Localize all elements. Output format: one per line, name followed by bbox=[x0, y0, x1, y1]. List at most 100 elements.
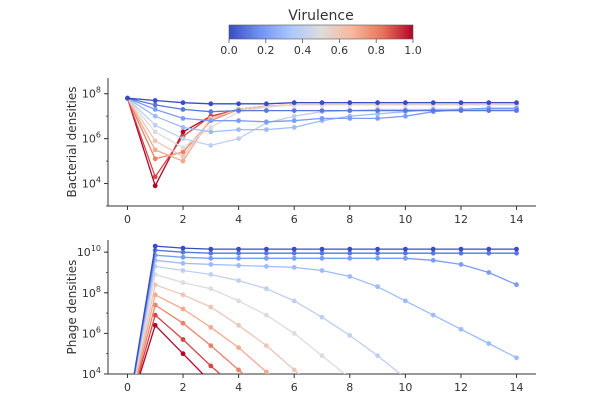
bacteria-data-point bbox=[180, 136, 186, 142]
phage-data-point bbox=[291, 298, 297, 304]
phage-data-point bbox=[347, 246, 353, 252]
bacteria-data-point bbox=[458, 108, 464, 113]
bacteria-data-point bbox=[152, 107, 158, 112]
phage-data-point bbox=[486, 270, 492, 275]
phage-data-point bbox=[180, 268, 186, 273]
phage-series-line bbox=[133, 243, 519, 374]
bacteria-data-point bbox=[152, 147, 158, 153]
phage-data-point bbox=[486, 250, 492, 256]
bacteria-data-point bbox=[264, 101, 269, 107]
bacteria-x-tick-label: 14 bbox=[510, 213, 524, 226]
phage-data-point bbox=[430, 257, 436, 263]
bacteria-data-point bbox=[152, 156, 158, 162]
phage-series-line bbox=[135, 282, 300, 374]
phage-data-point bbox=[236, 278, 242, 283]
phage-data-point bbox=[319, 314, 325, 320]
phage-data-point bbox=[264, 255, 269, 261]
phage-data-point bbox=[347, 255, 353, 261]
bacteria-data-point bbox=[180, 154, 186, 160]
phage-data-point bbox=[319, 250, 325, 256]
phage-x-tick-label: 10 bbox=[398, 381, 412, 394]
phage-data-point bbox=[264, 246, 269, 252]
phage-x-tick-label: 12 bbox=[454, 381, 468, 394]
phage-line-path bbox=[139, 324, 204, 374]
bacteria-data-point bbox=[347, 116, 353, 121]
bacteria-x-tick-label: 2 bbox=[180, 213, 187, 226]
phage-data-point bbox=[291, 246, 297, 252]
bacteria-series-line bbox=[125, 95, 519, 107]
colorbar-tick-label: 0.0 bbox=[220, 44, 238, 57]
phage-data-point bbox=[264, 250, 269, 256]
bacteria-data-point bbox=[152, 122, 158, 128]
phage-data-point bbox=[236, 263, 242, 268]
bacteria-data-point bbox=[180, 158, 186, 164]
bacteria-data-point bbox=[486, 100, 492, 106]
phage-data-point bbox=[208, 304, 214, 310]
bacteria-data-point bbox=[514, 108, 519, 113]
phage-data-point bbox=[292, 394, 297, 399]
bacteria-y-tick-label: 108 bbox=[82, 86, 101, 101]
phage-data-point bbox=[264, 343, 269, 348]
bacteria-axes: 0 2 4 6 8 10 12 14 104 106 108 bbox=[82, 78, 536, 226]
phage-data-point bbox=[291, 367, 297, 373]
bacteria-data-point bbox=[180, 107, 186, 112]
phage-data-point bbox=[375, 284, 380, 290]
colorbar-gradient bbox=[228, 24, 414, 40]
phage-data-point bbox=[264, 392, 269, 397]
phage-y-tick-label: 108 bbox=[82, 285, 101, 300]
bacteria-data-point bbox=[264, 108, 269, 113]
phage-data-point bbox=[514, 250, 519, 256]
bacteria-data-point bbox=[430, 100, 436, 106]
bacteria-data-point bbox=[236, 101, 242, 107]
bacteria-data-point bbox=[180, 100, 186, 106]
phage-line-path bbox=[137, 304, 245, 374]
phage-data-point bbox=[347, 250, 353, 256]
phage-series-line bbox=[136, 292, 297, 399]
phage-data-point bbox=[236, 367, 242, 373]
bacteria-data-point bbox=[291, 113, 297, 119]
phage-data-point bbox=[486, 246, 492, 252]
bacteria-data-point bbox=[430, 108, 436, 113]
phage-data-point bbox=[208, 255, 214, 261]
bacteria-x-tick-label: 4 bbox=[235, 213, 242, 226]
phage-x-tick-label: 8 bbox=[346, 381, 353, 394]
phage-data-point bbox=[291, 331, 297, 336]
phage-data-point bbox=[152, 312, 158, 318]
bacteria-data-point bbox=[208, 143, 214, 148]
phage-data-point bbox=[403, 246, 408, 252]
bacteria-data-point bbox=[319, 108, 325, 113]
phage-data-point bbox=[514, 355, 519, 361]
colorbar: Virulence 0.0 0.2 0.4 0.6 0.8 1.0 bbox=[220, 8, 422, 57]
bacteria-data-point bbox=[180, 129, 186, 135]
phage-data-point bbox=[430, 246, 436, 252]
colorbar-tick-label: 0.8 bbox=[367, 44, 385, 57]
bacteria-data-point bbox=[208, 109, 214, 115]
phage-data-point bbox=[347, 333, 353, 338]
bacteria-data-point bbox=[291, 100, 297, 106]
bacteria-data-point bbox=[291, 108, 297, 113]
phage-data-point bbox=[430, 250, 436, 256]
bacteria-data-point bbox=[152, 138, 158, 144]
bacteria-data-point bbox=[152, 98, 158, 103]
phage-data-point bbox=[319, 255, 325, 261]
colorbar-tick-label: 0.4 bbox=[294, 44, 312, 57]
bacteria-data-point bbox=[236, 136, 242, 142]
phage-axes: 0 2 4 6 8 10 12 14 104 106 108 1010 bbox=[77, 240, 536, 394]
bacteria-panel: Bacterial densities 0 2 4 6 8 10 12 14 104 106 108 bbox=[65, 78, 536, 226]
bacteria-data-point bbox=[152, 183, 158, 189]
bacteria-data-point bbox=[208, 125, 214, 130]
phage-data-point bbox=[236, 345, 242, 350]
phage-y-tick-label: 106 bbox=[82, 325, 101, 340]
colorbar-tick-label: 0.6 bbox=[331, 44, 349, 57]
bacteria-data-point bbox=[236, 127, 242, 132]
colorbar-ticks: 0.0 0.2 0.4 0.6 0.8 1.0 bbox=[220, 39, 422, 57]
bacteria-data-point bbox=[514, 100, 519, 106]
phage-x-tick-label: 14 bbox=[510, 381, 524, 394]
phage-data-point bbox=[208, 363, 214, 369]
bacteria-data-point bbox=[208, 129, 214, 135]
phage-data-point bbox=[152, 322, 158, 328]
phage-line-path bbox=[135, 284, 300, 374]
phage-data-point bbox=[319, 353, 325, 359]
phage-data-point bbox=[375, 353, 380, 359]
phage-data-point bbox=[347, 274, 353, 279]
